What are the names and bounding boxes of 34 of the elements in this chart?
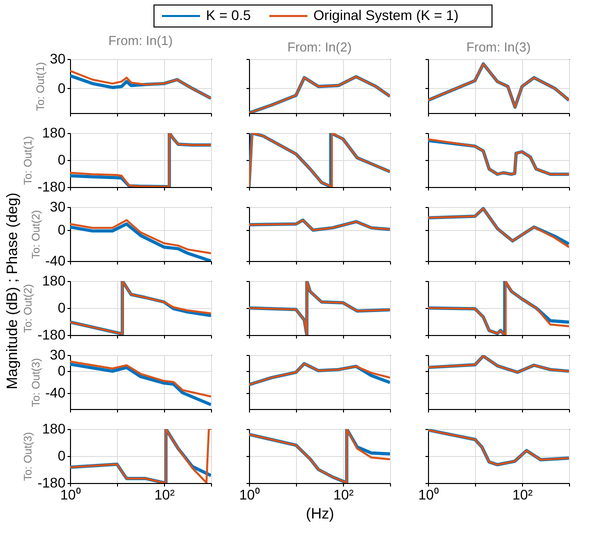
x-tick-label: 10² — [333, 486, 354, 502]
chart-title: From: In(1) — [108, 33, 173, 48]
y-tick-label: 0 — [58, 222, 66, 238]
y-tick-label: 30 — [50, 346, 66, 362]
y-tick-label: 30 — [50, 198, 66, 214]
chart-title: From: In(2) — [287, 40, 352, 54]
chart-title: From: In(3) — [466, 40, 531, 54]
x-axis-title: (Hz) — [306, 506, 334, 522]
x-tick-label: 10² — [512, 486, 533, 502]
y-tick-label: -40 — [45, 252, 66, 268]
y-axis-title: To: Out(3) — [30, 358, 42, 407]
text: Magnitude (dB) ; Phase (deg) — [4, 192, 21, 390]
y-tick-label: -180 — [37, 326, 66, 342]
x-tick-label: 10⁰ — [239, 486, 260, 502]
y-tick-label: 180 — [42, 272, 66, 288]
y-axis-title: To: Out(2) — [30, 210, 42, 259]
y-axis-title: To: Out(2) — [22, 284, 34, 333]
y-tick-label: 0 — [58, 300, 66, 316]
y-tick-label: -40 — [45, 384, 66, 400]
legend-label: Original System (K = 1) — [313, 7, 459, 23]
y-tick-label: 0 — [58, 152, 66, 168]
x-tick-label: 10² — [154, 486, 175, 502]
y-tick-label: 0 — [58, 448, 66, 464]
y-tick-label: 30 — [50, 50, 66, 66]
y-axis-title: To: Out(1) — [22, 136, 34, 185]
y-axis-title: To: Out(1) — [34, 62, 47, 111]
y-tick-label: -180 — [37, 178, 66, 194]
y-axis-title: To: Out(3) — [22, 432, 34, 481]
y-tick-label: 180 — [42, 420, 66, 436]
legend-label: K = 0.5 — [206, 7, 251, 23]
y-tick-label: 180 — [42, 124, 66, 140]
x-tick-label: 10⁰ — [418, 486, 439, 502]
y-tick-label: 0 — [58, 80, 66, 96]
y-tick-label: 0 — [58, 362, 66, 379]
